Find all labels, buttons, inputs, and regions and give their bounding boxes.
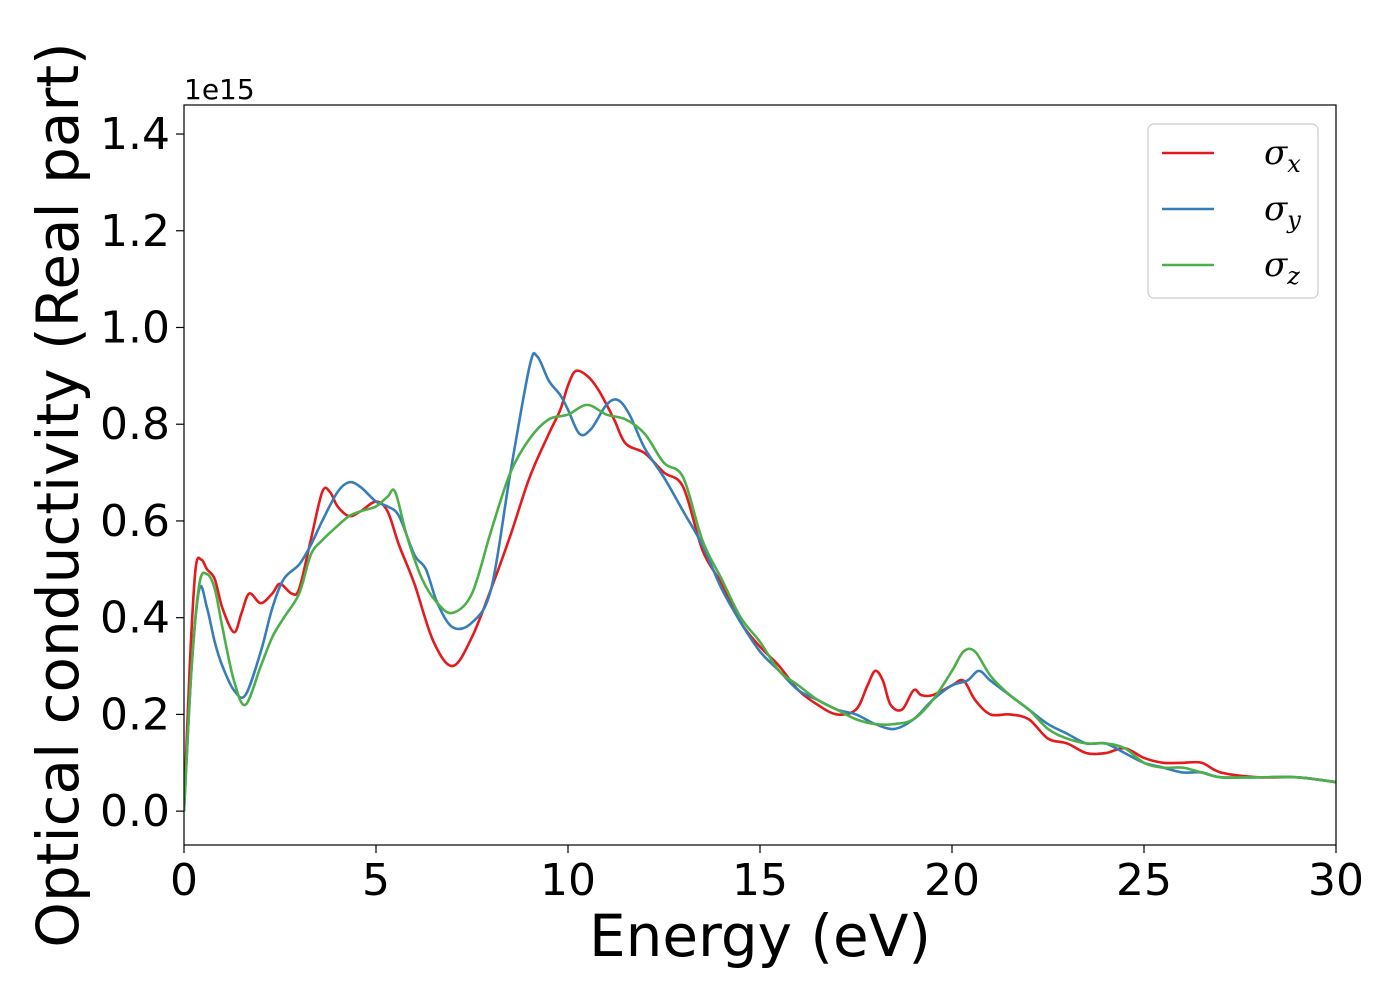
legend: σx σy σz [1147,123,1319,299]
x-tick-label: 5 [362,855,390,906]
x-tick-label: 30 [1308,855,1364,906]
x-tick-label: 20 [924,855,980,906]
x-tick-label: 10 [540,855,596,906]
y-tick-label: 0.6 [100,496,170,547]
x-axis: 0 5 10 15 20 25 30 [170,845,1364,906]
x-tick-label: 0 [170,855,198,906]
y-axis-label: Optical conductivity (Real part) [24,42,92,947]
y-axis: 0.0 0.2 0.4 0.6 0.8 1.0 1.2 1.4 [100,109,184,837]
y-offset-label: 1e15 [184,73,255,106]
legend-box [1147,123,1319,299]
x-axis-label: Energy (eV) [589,902,931,970]
legend-label-y: σy [1264,189,1301,234]
x-tick-label: 25 [1116,855,1172,906]
legend-label-x: σx [1264,133,1301,178]
y-tick-label: 0.2 [100,689,170,740]
y-tick-label: 0.4 [100,593,170,644]
series-line-x [184,369,1336,812]
y-tick-label: 1.0 [100,302,170,353]
y-tick-label: 1.2 [100,206,170,257]
y-tick-label: 1.4 [100,109,170,160]
series-line-z [184,403,1336,812]
legend-label-z: σz [1264,245,1300,290]
series-line-y [184,351,1336,812]
y-tick-label: 0.0 [100,786,170,837]
y-tick-label: 0.8 [100,399,170,450]
series-layer [184,351,1336,812]
x-tick-label: 15 [732,855,788,906]
